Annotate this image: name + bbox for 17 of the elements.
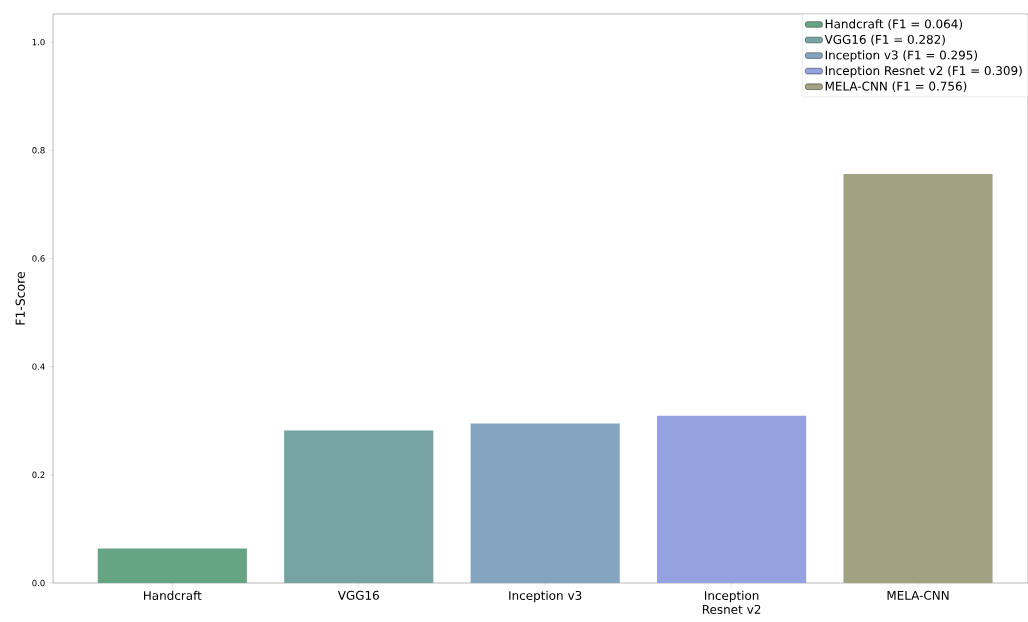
y-tick-label: 0.8 [32,147,45,154]
x-tick-label: Handcraft [143,590,202,601]
x-tick-label: Inception v3 [509,590,582,603]
x-tick-label: MELA-CNN [887,590,949,600]
y-tick-label: 0.0 [32,579,45,587]
y-tick-label: 0.2 [32,471,45,479]
x-tick-label: VGG16 [337,590,379,600]
x-tick-label: Inception Resnet v2 [702,590,761,614]
y-tick-label: 1.0 [32,38,45,46]
legend-label: VGG16 (F1 = 0.282) [824,34,945,46]
y-tick-label: 0.4 [32,363,45,370]
y-tick-label: 0.6 [32,255,45,262]
legend-label: Inception v3 (F1 = 0.295) [825,50,978,62]
legend-label: MELA-CNN (F1 = 0.756) [825,81,967,93]
y-axis-title: F1-Score [15,271,25,325]
legend-label: Inception Resnet v2 (F1 = 0.309) [825,65,1022,78]
legend-label: Handcraft (F1 = 0.064) [825,19,962,30]
